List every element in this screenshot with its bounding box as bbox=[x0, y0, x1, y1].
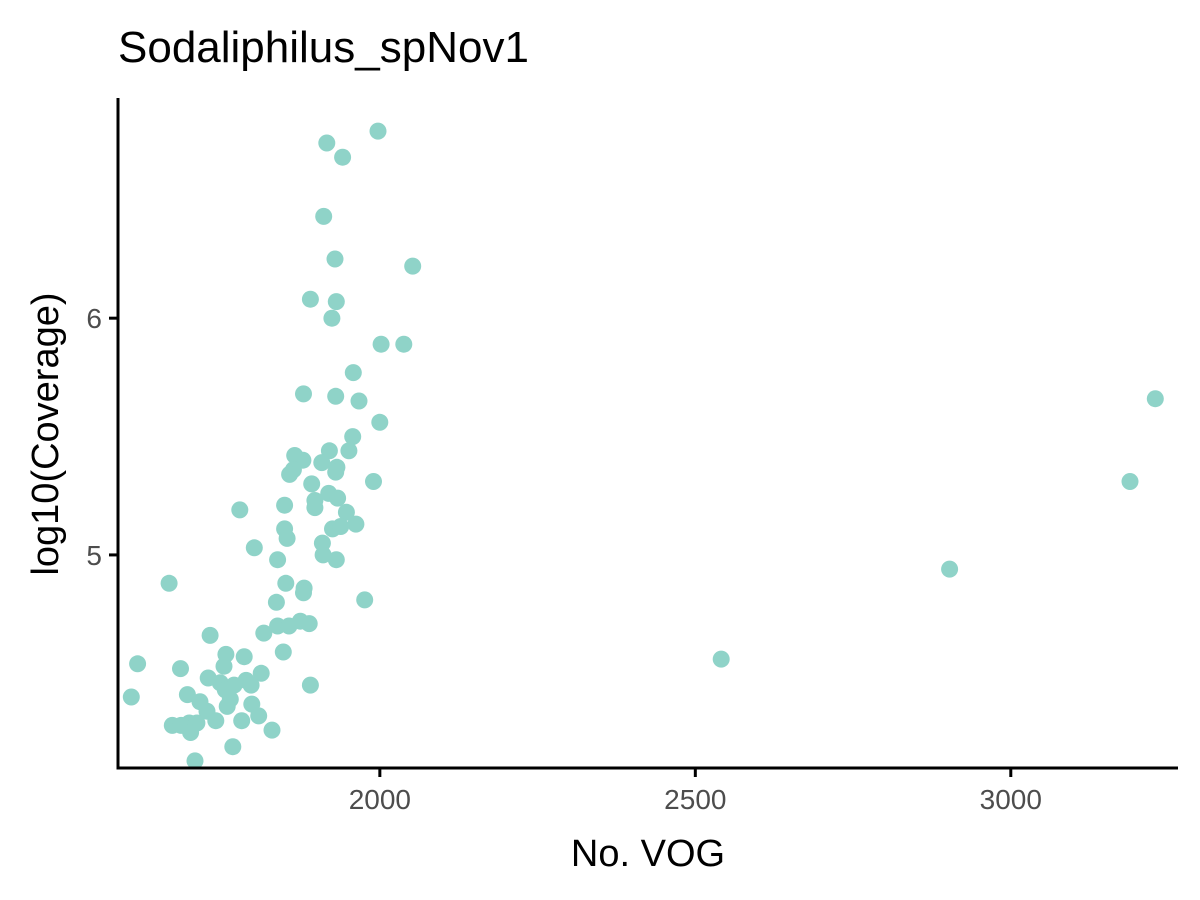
data-point-2 bbox=[334, 148, 352, 166]
data-point-49 bbox=[941, 560, 959, 578]
data-point-41 bbox=[245, 539, 263, 557]
data-point-27 bbox=[303, 475, 321, 493]
data-point-10 bbox=[395, 335, 413, 353]
data-points bbox=[122, 122, 1164, 770]
data-point-3 bbox=[315, 207, 333, 225]
data-point-63 bbox=[215, 657, 233, 675]
data-point-91 bbox=[1146, 390, 1164, 408]
data-point-46 bbox=[277, 574, 295, 592]
data-point-13 bbox=[327, 387, 345, 405]
data-point-16 bbox=[344, 428, 362, 446]
data-point-88 bbox=[182, 724, 200, 741]
data-point-89 bbox=[224, 738, 242, 756]
data-point-21 bbox=[313, 454, 331, 472]
data-point-51 bbox=[267, 593, 285, 611]
data-point-6 bbox=[301, 290, 319, 308]
data-point-1 bbox=[318, 134, 336, 152]
data-point-87 bbox=[263, 721, 281, 739]
y-axis-title: log10(Coverage) bbox=[25, 292, 67, 575]
data-point-9 bbox=[372, 335, 390, 353]
chart-title: Sodaliphilus_spNov1 bbox=[118, 23, 529, 72]
data-point-44 bbox=[327, 551, 345, 569]
data-point-5 bbox=[404, 257, 422, 275]
x-tick-label-1: 2500 bbox=[664, 784, 726, 815]
data-point-90 bbox=[186, 752, 204, 770]
data-point-57 bbox=[201, 626, 219, 644]
data-point-80 bbox=[250, 707, 268, 725]
data-point-64 bbox=[172, 660, 189, 678]
data-point-12 bbox=[295, 385, 312, 403]
data-point-29 bbox=[329, 489, 347, 507]
data-point-31 bbox=[276, 496, 294, 514]
data-point-35 bbox=[347, 515, 365, 533]
data-point-42 bbox=[314, 546, 332, 564]
data-point-32 bbox=[306, 499, 324, 517]
data-point-50 bbox=[356, 591, 374, 609]
data-point-58 bbox=[274, 643, 292, 661]
data-point-43 bbox=[269, 551, 287, 569]
data-point-8 bbox=[323, 309, 341, 327]
data-point-33 bbox=[231, 501, 249, 519]
data-point-56 bbox=[255, 624, 273, 642]
y-axis-ticks: 56 bbox=[86, 303, 118, 571]
data-point-73 bbox=[178, 686, 196, 704]
data-point-60 bbox=[235, 648, 253, 666]
data-point-34 bbox=[337, 503, 355, 521]
data-point-92 bbox=[1121, 473, 1139, 490]
data-point-78 bbox=[218, 697, 236, 715]
data-point-45 bbox=[160, 574, 178, 592]
y-tick-label-1: 6 bbox=[86, 303, 102, 334]
data-point-55 bbox=[280, 617, 298, 635]
data-point-4 bbox=[326, 250, 344, 268]
data-point-39 bbox=[278, 529, 296, 547]
data-point-25 bbox=[281, 465, 299, 483]
data-point-7 bbox=[327, 293, 345, 311]
data-point-74 bbox=[122, 688, 140, 706]
data-point-65 bbox=[252, 664, 270, 682]
data-point-53 bbox=[300, 615, 318, 633]
data-point-0 bbox=[369, 122, 387, 140]
data-point-15 bbox=[371, 413, 389, 431]
x-axis-ticks: 2000 2500 3000 bbox=[349, 768, 1042, 815]
data-point-14 bbox=[350, 392, 368, 410]
data-point-11 bbox=[344, 364, 362, 382]
data-point-61 bbox=[712, 650, 730, 668]
data-point-18 bbox=[340, 442, 358, 460]
data-point-24 bbox=[327, 463, 345, 481]
x-axis-title: No. VOG bbox=[571, 833, 725, 875]
data-point-71 bbox=[301, 676, 319, 694]
x-tick-label-2: 3000 bbox=[980, 784, 1042, 815]
x-tick-label-0: 2000 bbox=[349, 784, 411, 815]
data-point-38 bbox=[332, 518, 350, 535]
data-point-70 bbox=[242, 676, 260, 694]
data-point-82 bbox=[233, 712, 251, 730]
data-point-62 bbox=[129, 655, 147, 673]
y-tick-label-0: 5 bbox=[86, 540, 102, 571]
data-point-48 bbox=[295, 584, 312, 602]
data-point-81 bbox=[207, 712, 225, 730]
data-point-26 bbox=[365, 473, 382, 490]
